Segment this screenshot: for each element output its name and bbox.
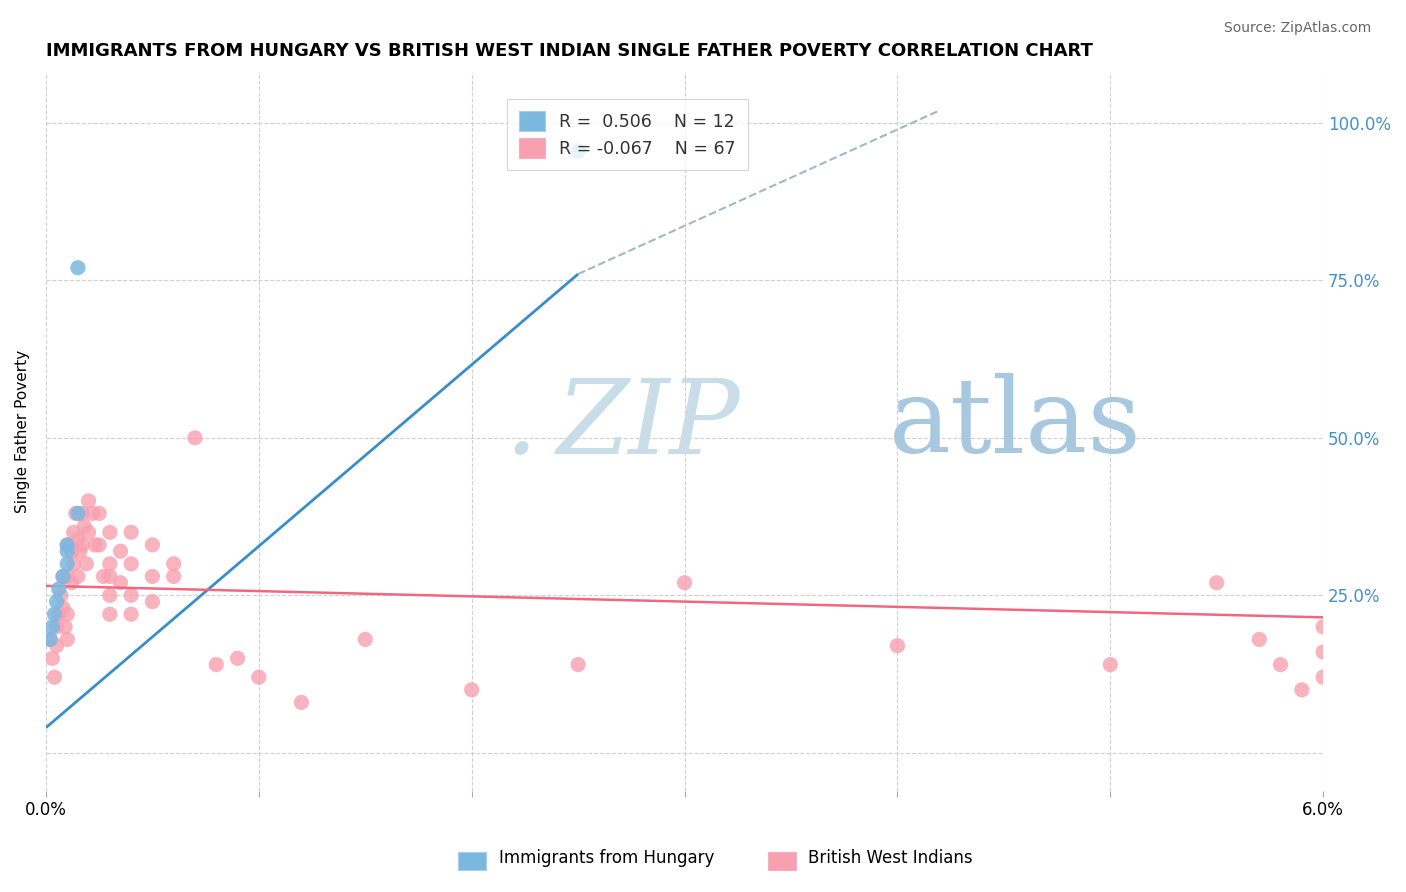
Point [110, 575, 132, 590]
Point [1312, 620, 1334, 634]
Point [89, 538, 111, 552]
Point [53, 620, 76, 634]
Point [98, 588, 121, 602]
Point [354, 632, 377, 647]
Point [70, 538, 93, 552]
Text: Source: ZipAtlas.com: Source: ZipAtlas.com [1223, 21, 1371, 36]
Point [98, 525, 121, 540]
Point [1205, 575, 1227, 590]
Point [39, 632, 62, 647]
Point [141, 538, 163, 552]
Point [120, 557, 142, 571]
Point [98, 557, 121, 571]
Point [39, 632, 62, 647]
Point [84, 538, 107, 552]
Point [141, 569, 163, 583]
Point [89, 507, 111, 521]
Point [56, 538, 79, 552]
Point [45, 594, 67, 608]
Text: British West Indians: British West Indians [808, 849, 973, 867]
Point [41, 620, 63, 634]
Point [45, 620, 67, 634]
Point [60, 544, 83, 558]
Point [56, 632, 79, 647]
Point [52, 569, 75, 583]
Text: atlas: atlas [889, 374, 1142, 475]
Point [75, 557, 97, 571]
Point [141, 594, 163, 608]
Point [93, 569, 115, 583]
Point [1099, 657, 1122, 672]
Point [98, 607, 121, 622]
Point [41, 651, 63, 665]
Point [567, 657, 589, 672]
Point [290, 695, 312, 709]
Point [205, 657, 228, 672]
Point [56, 607, 79, 622]
Point [45, 639, 67, 653]
Point [48, 582, 70, 596]
Point [65, 507, 87, 521]
Legend: R =  0.506    N = 12, R = -0.067    N = 67: R = 0.506 N = 12, R = -0.067 N = 67 [506, 99, 748, 170]
Point [163, 557, 186, 571]
Point [673, 575, 696, 590]
Point [98, 569, 121, 583]
Point [60, 575, 83, 590]
Point [1270, 657, 1292, 672]
Point [48, 607, 70, 622]
Point [567, 144, 589, 158]
Point [66, 260, 89, 275]
Point [69, 544, 91, 558]
Point [77, 493, 100, 508]
Point [1312, 670, 1334, 684]
Point [77, 525, 100, 540]
Point [247, 670, 270, 684]
Text: ZIP: ZIP [557, 374, 741, 475]
Point [62, 525, 84, 540]
Point [56, 544, 79, 558]
Bar [768, 852, 796, 870]
Point [62, 557, 84, 571]
Point [163, 569, 186, 583]
Point [110, 544, 132, 558]
Point [49, 588, 72, 602]
Point [66, 507, 89, 521]
Point [460, 682, 482, 697]
Point [1312, 645, 1334, 659]
Point [66, 569, 89, 583]
Text: Immigrants from Hungary: Immigrants from Hungary [499, 849, 714, 867]
Point [1291, 682, 1313, 697]
Point [52, 569, 75, 583]
Point [886, 639, 908, 653]
Y-axis label: Single Father Poverty: Single Father Poverty [15, 350, 30, 513]
Point [184, 431, 207, 445]
Point [120, 525, 142, 540]
Point [70, 507, 93, 521]
Point [44, 670, 66, 684]
Text: IMMIGRANTS FROM HUNGARY VS BRITISH WEST INDIAN SINGLE FATHER POVERTY CORRELATION: IMMIGRANTS FROM HUNGARY VS BRITISH WEST … [46, 42, 1092, 60]
Point [52, 601, 75, 615]
Bar [458, 852, 486, 870]
Point [120, 607, 142, 622]
Text: .: . [505, 374, 537, 475]
Point [82, 507, 104, 521]
Point [44, 607, 66, 622]
Point [226, 651, 249, 665]
Point [1249, 632, 1271, 647]
Point [120, 588, 142, 602]
Point [56, 569, 79, 583]
Point [66, 532, 89, 546]
Point [73, 519, 96, 533]
Point [56, 538, 79, 552]
Point [56, 557, 79, 571]
